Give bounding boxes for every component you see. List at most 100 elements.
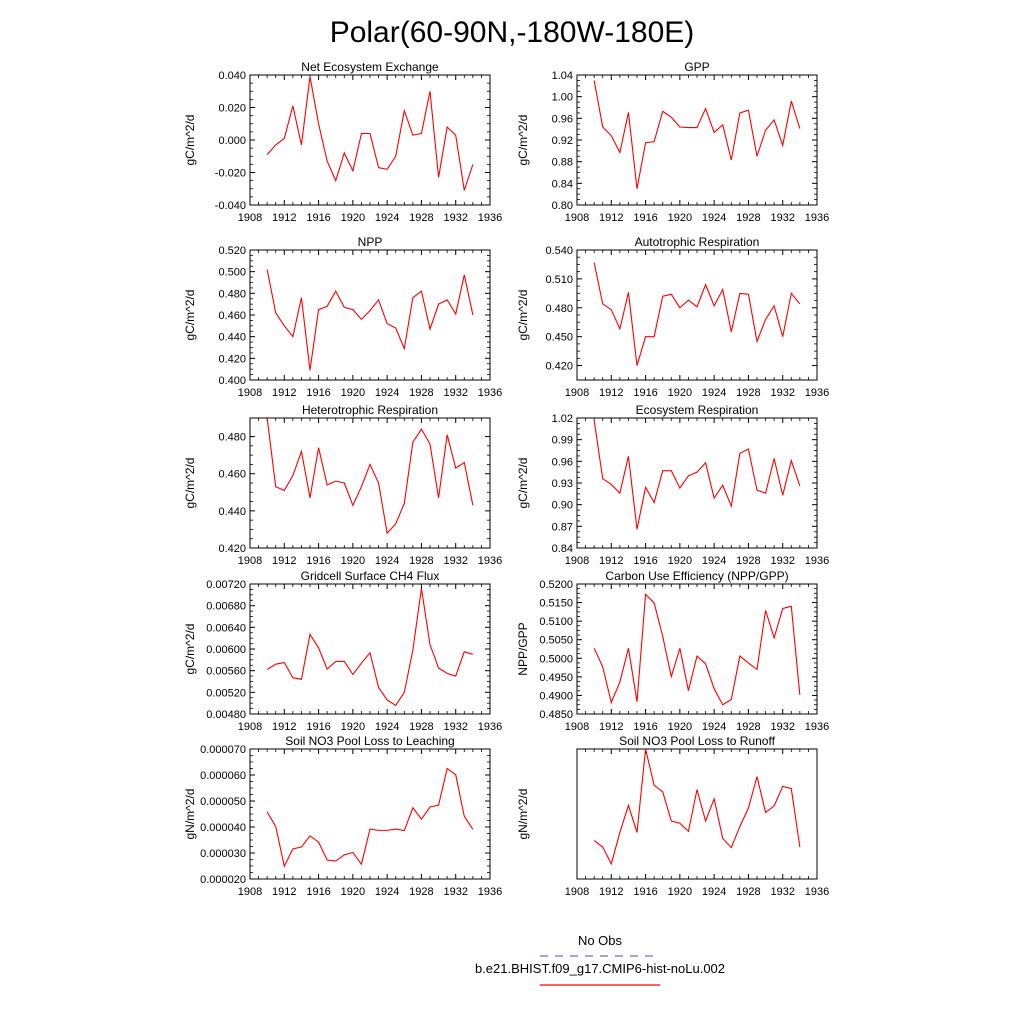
- x-tick-label: 1936: [805, 886, 829, 898]
- y-axis-label: gC/m^2/d: [183, 115, 197, 166]
- plot-frame: [576, 583, 818, 715]
- panel-title: GPP: [684, 60, 709, 74]
- legend-label-obs: No Obs: [578, 933, 623, 948]
- panel-title: Autotrophic Respiration: [635, 235, 760, 249]
- x-tick-label: 1920: [341, 886, 365, 898]
- x-tick-label: 1924: [702, 555, 726, 567]
- series-line: [266, 588, 474, 707]
- y-tick-label: 0.460: [218, 310, 246, 322]
- x-tick-label: 1924: [702, 886, 726, 898]
- y-tick-label: 0.480: [545, 303, 573, 315]
- y-axis-label: gC/m^2/d: [516, 290, 530, 341]
- x-tick-label: 1932: [770, 721, 794, 733]
- x-tick-label: 1916: [633, 555, 657, 567]
- y-tick-label: 0.5150: [539, 598, 573, 610]
- panel-title: NPP: [358, 235, 383, 249]
- x-tick-label: 1912: [272, 886, 296, 898]
- series-line: [593, 420, 801, 530]
- x-tick-label: 1908: [565, 387, 589, 399]
- y-axis-label: gC/m^2/d: [183, 458, 197, 509]
- x-tick-label: 1908: [238, 721, 262, 733]
- y-tick-label: 0.00480: [206, 709, 246, 721]
- x-tick-label: 1924: [375, 555, 399, 567]
- panel-title: Gridcell Surface CH4 Flux: [301, 569, 440, 583]
- y-tick-label: 0.00520: [206, 687, 246, 699]
- x-tick-label: 1936: [478, 387, 502, 399]
- panels-group: Net Ecosystem Exchange 1908 1912 1916 1920 19…: [183, 60, 829, 898]
- x-tick-label: 1908: [238, 212, 262, 224]
- x-tick-label: 1920: [668, 387, 692, 399]
- y-tick-label: -0.020: [215, 168, 246, 180]
- y-tick-label: 0.4950: [539, 672, 573, 684]
- x-tick-label: 1912: [599, 555, 623, 567]
- plot-frame: [576, 249, 818, 381]
- y-tick-label: 0.96: [552, 113, 573, 125]
- plot-frame: [249, 74, 491, 206]
- x-tick-label: 1924: [375, 387, 399, 399]
- legend: No Obs b.e21.BHIST.f09_g17.CMIP6-hist-no…: [475, 933, 725, 986]
- y-tick-label: 0.460: [218, 469, 246, 481]
- y-tick-label: 0.5100: [539, 616, 573, 628]
- y-tick-label: 0.90: [552, 500, 573, 512]
- y-axis-label: gN/m^2/d: [516, 789, 530, 840]
- y-tick-label: 0.450: [545, 332, 573, 344]
- x-tick-label: 1924: [702, 721, 726, 733]
- x-tick-label: 1924: [375, 886, 399, 898]
- y-tick-label: 0.440: [218, 506, 246, 518]
- y-tick-label: 0.000070: [200, 744, 246, 756]
- y-tick-label: 0.96: [552, 456, 573, 468]
- x-tick-label: 1928: [409, 721, 433, 733]
- figure-title: Polar(60-90N,-180W-180E): [330, 16, 695, 49]
- y-tick-label: 0.84: [552, 178, 573, 190]
- x-tick-label: 1928: [736, 886, 760, 898]
- x-tick-label: 1932: [443, 212, 467, 224]
- y-tick-label: 0.420: [218, 353, 246, 365]
- x-tick-label: 1920: [341, 212, 365, 224]
- x-tick-label: 1916: [633, 886, 657, 898]
- y-tick-label: 0.5000: [539, 653, 573, 665]
- x-tick-label: 1912: [599, 387, 623, 399]
- y-axis-label: gN/m^2/d: [183, 789, 197, 840]
- y-tick-label: 0.510: [545, 274, 573, 286]
- y-tick-label: 1.02: [552, 413, 573, 425]
- x-tick-label: 1924: [375, 721, 399, 733]
- x-tick-label: 1912: [272, 212, 296, 224]
- y-tick-label: 0.480: [218, 288, 246, 300]
- y-tick-label: 0.4850: [539, 709, 573, 721]
- x-tick-label: 1936: [805, 555, 829, 567]
- x-tick-label: 1924: [702, 387, 726, 399]
- y-tick-label: 0.000020: [200, 874, 246, 886]
- x-tick-label: 1908: [238, 886, 262, 898]
- series-line: [593, 593, 801, 706]
- y-axis-label: NPP/GPP: [516, 622, 530, 675]
- x-tick-label: 1912: [599, 212, 623, 224]
- plot-frame: [249, 748, 491, 880]
- x-tick-label: 1912: [272, 387, 296, 399]
- x-tick-label: 1920: [668, 212, 692, 224]
- panel-title: Soil NO3 Pool Loss to Runoff: [619, 734, 776, 748]
- x-tick-label: 1932: [770, 886, 794, 898]
- y-axis-label: gC/m^2/d: [516, 115, 530, 166]
- panel-ecosystem-respiration: Ecosystem Respiration 1908 1912 1916 1920 192…: [516, 403, 829, 567]
- panel-autotrophic-respiration: Autotrophic Respiration 1908 1912 1916 1920 1…: [516, 235, 829, 399]
- y-tick-label: 0.5200: [539, 579, 573, 591]
- x-tick-label: 1916: [633, 387, 657, 399]
- x-tick-label: 1932: [770, 212, 794, 224]
- y-tick-label: 0.80: [552, 200, 573, 212]
- x-tick-label: 1920: [341, 721, 365, 733]
- y-tick-label: 0.520: [218, 245, 246, 257]
- x-tick-label: 1920: [668, 555, 692, 567]
- panel-soil-no3-pool-loss-to-runoff: Soil NO3 Pool Loss to Runoff 1908 1912 1916…: [516, 734, 829, 898]
- y-tick-label: 0.480: [218, 432, 246, 444]
- x-tick-label: 1932: [443, 387, 467, 399]
- panel-title: Ecosystem Respiration: [636, 403, 759, 417]
- x-tick-label: 1916: [306, 886, 330, 898]
- x-tick-label: 1936: [478, 886, 502, 898]
- x-tick-label: 1908: [565, 886, 589, 898]
- y-tick-label: 0.420: [545, 361, 573, 373]
- x-tick-label: 1932: [770, 387, 794, 399]
- panel-title: Net Ecosystem Exchange: [301, 60, 439, 74]
- y-tick-label: 0.84: [552, 543, 573, 555]
- panel-gpp: GPP 1908 1912 1916 1920 1924 1928 1932 1936 0.80 0…: [516, 60, 829, 224]
- panel-soil-no3-pool-loss-to-leaching: Soil NO3 Pool Loss to Leaching 1908 1912 19…: [183, 734, 502, 898]
